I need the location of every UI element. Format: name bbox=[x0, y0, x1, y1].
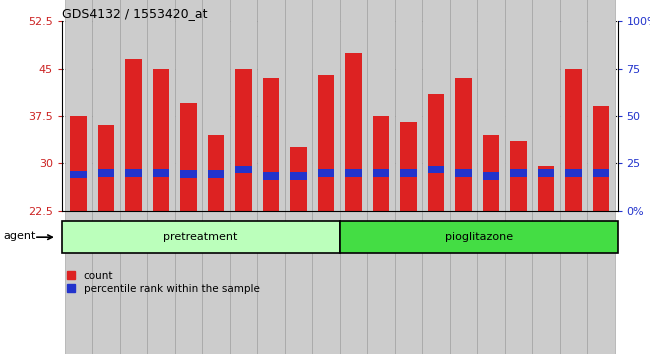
Bar bbox=[180, 103, 196, 211]
Bar bbox=[532, 0, 560, 354]
Bar bbox=[312, 0, 339, 354]
Bar bbox=[318, 75, 334, 211]
Bar bbox=[92, 0, 120, 354]
Bar bbox=[510, 141, 526, 211]
Bar bbox=[367, 0, 395, 354]
Bar bbox=[422, 0, 450, 354]
Bar bbox=[455, 78, 472, 211]
Bar bbox=[345, 169, 361, 177]
Bar bbox=[504, 0, 532, 354]
Bar bbox=[428, 166, 444, 173]
Bar bbox=[339, 0, 367, 354]
Bar bbox=[202, 0, 229, 354]
Bar bbox=[455, 169, 472, 177]
Bar bbox=[593, 169, 609, 177]
Bar bbox=[175, 0, 202, 354]
Bar bbox=[98, 125, 114, 211]
Bar bbox=[593, 107, 609, 211]
Bar bbox=[566, 169, 582, 177]
Bar bbox=[147, 0, 175, 354]
Bar bbox=[400, 122, 417, 211]
Bar bbox=[207, 135, 224, 211]
Bar bbox=[257, 0, 285, 354]
Bar bbox=[263, 172, 279, 180]
Bar bbox=[235, 166, 252, 173]
Bar bbox=[510, 169, 526, 177]
Bar bbox=[207, 170, 224, 178]
Bar bbox=[98, 169, 114, 177]
Bar bbox=[395, 0, 422, 354]
Bar bbox=[428, 94, 444, 211]
Bar bbox=[153, 69, 169, 211]
Bar bbox=[229, 0, 257, 354]
Bar bbox=[400, 169, 417, 177]
Text: pretreatment: pretreatment bbox=[164, 232, 238, 242]
Bar bbox=[318, 169, 334, 177]
Bar bbox=[450, 0, 477, 354]
Bar bbox=[339, 221, 618, 253]
Text: GDS4132 / 1553420_at: GDS4132 / 1553420_at bbox=[62, 7, 207, 20]
Bar bbox=[538, 169, 554, 177]
Bar bbox=[120, 0, 147, 354]
Bar bbox=[483, 172, 499, 180]
Bar bbox=[290, 148, 307, 211]
Bar bbox=[372, 169, 389, 177]
Bar bbox=[235, 69, 252, 211]
Legend: count, percentile rank within the sample: count, percentile rank within the sample bbox=[67, 271, 259, 294]
Bar bbox=[70, 116, 86, 211]
Text: pioglitazone: pioglitazone bbox=[445, 232, 513, 242]
Bar bbox=[125, 59, 142, 211]
Bar bbox=[125, 169, 142, 177]
Bar bbox=[483, 135, 499, 211]
Bar bbox=[263, 78, 279, 211]
Bar bbox=[566, 69, 582, 211]
Bar bbox=[70, 171, 86, 178]
Bar bbox=[477, 0, 504, 354]
Text: agent: agent bbox=[3, 230, 36, 241]
Bar bbox=[372, 116, 389, 211]
Bar bbox=[587, 0, 615, 354]
Bar bbox=[64, 0, 92, 354]
Bar bbox=[538, 166, 554, 211]
Bar bbox=[290, 172, 307, 180]
Bar bbox=[345, 53, 361, 211]
Bar bbox=[285, 0, 312, 354]
Bar bbox=[560, 0, 587, 354]
Bar bbox=[180, 170, 196, 178]
Bar bbox=[153, 169, 169, 177]
Bar bbox=[62, 221, 339, 253]
